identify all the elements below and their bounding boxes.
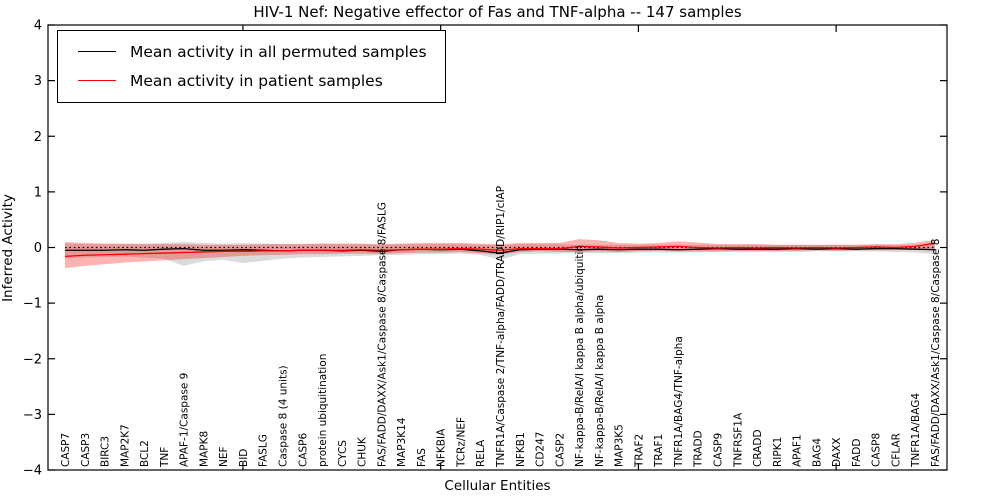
y-axis-label: Inferred Activity: [0, 194, 16, 302]
x-category-label: TNFR1A/BAG4: [910, 393, 922, 468]
red-line-sample-icon: [78, 80, 116, 81]
legend-label-patient: Mean activity in patient samples: [130, 71, 383, 90]
x-category-label: CASP6: [297, 432, 309, 467]
y-tick-label: −3: [23, 408, 42, 423]
x-category-label: TNFR1A/Caspase 2/TNF-alpha/FADD/TRADD/RI…: [495, 186, 507, 468]
x-category-label: NFKB1: [515, 432, 527, 467]
x-category-label: CYCS: [337, 440, 349, 467]
x-category-label: CFLAR: [890, 433, 902, 467]
x-category-label: RIPK1: [772, 437, 784, 467]
x-category-label: TNFR1A/BAG4/TNF-alpha: [673, 336, 685, 468]
x-category-label: BIRC3: [100, 436, 112, 467]
y-tick-label: −2: [23, 352, 42, 367]
x-category-label: NF-kappa-B/RelA/I kappa B alpha/ubiquiti…: [574, 245, 586, 467]
x-category-label: TRAF2: [633, 434, 645, 468]
line-patient-mean: [64, 242, 936, 258]
x-category-label: CD247: [535, 432, 547, 467]
x-category-label: CASP2: [554, 433, 566, 467]
x-category-label: BAG4: [811, 438, 823, 467]
legend-label-permuted: Mean activity in all permuted samples: [130, 42, 427, 61]
y-tick-label: 0: [34, 241, 42, 256]
x-category-label: FADD: [851, 439, 863, 467]
legend-item-patient: Mean activity in patient samples: [62, 66, 435, 95]
y-tick-label: 4: [34, 19, 42, 34]
x-category-label: RELA: [475, 439, 487, 467]
x-category-label: protein ubiquitination: [317, 354, 329, 467]
y-tick-label: −4: [23, 464, 42, 479]
line-permuted-mean: [65, 247, 936, 254]
x-category-label: FASLG: [258, 434, 270, 467]
x-category-label: APAF1: [792, 434, 804, 467]
x-category-label: FAS: [416, 448, 428, 467]
y-tick-label: 3: [34, 74, 42, 89]
x-category-label: CHUK: [357, 436, 369, 467]
x-category-label: TRAF1: [653, 434, 665, 468]
x-category-label: MAP3K5: [614, 424, 626, 467]
x-category-label: NEF: [218, 446, 230, 467]
x-category-label: CRADD: [752, 429, 764, 467]
x-category-label: NFKBIA: [436, 428, 448, 467]
x-category-label: MAPK8: [198, 431, 210, 467]
x-category-label: CASP3: [80, 433, 92, 467]
x-axis-label: Cellular Entities: [444, 478, 551, 494]
x-category-label: NF-kappa-B/RelA/I kappa B alpha: [594, 295, 606, 467]
chart-title: HIV-1 Nef: Negative effector of Fas and …: [253, 3, 742, 21]
x-category-label: TNFRSF1A: [732, 412, 744, 468]
x-category-label: APAF-1/Caspase 9: [179, 373, 191, 467]
x-category-label: CASP7: [60, 433, 72, 467]
x-category-label: CASP9: [713, 433, 725, 467]
x-category-label: TRADD: [693, 430, 705, 468]
y-tick-label: −1: [23, 297, 42, 312]
x-category-label: BCL2: [139, 440, 151, 467]
y-tick-label: 1: [34, 185, 42, 200]
x-category-label: TNF: [159, 447, 171, 468]
x-category-label: MAP3K14: [396, 417, 408, 467]
x-category-label: FAS/FADD/DAXX/Ask1/Caspase 8/Caspase 8: [930, 239, 942, 468]
legend-item-permuted: Mean activity in all permuted samples: [62, 37, 435, 66]
x-category-label: CASP8: [871, 433, 883, 467]
x-category-label: DAXX: [831, 438, 843, 467]
x-category-label: BID: [238, 449, 250, 467]
black-line-sample-icon: [78, 51, 116, 52]
x-category-label: TCRz/NEF: [455, 417, 467, 468]
x-category-label: Caspase 8 (4 units): [278, 365, 290, 467]
legend: Mean activity in all permuted samples Me…: [57, 30, 446, 103]
y-tick-label: 2: [34, 130, 42, 145]
x-category-label: FAS/FADD/DAXX/Ask1/Caspase 8/Caspase 8/F…: [376, 202, 388, 467]
x-category-label: MAP2K7: [119, 424, 131, 467]
